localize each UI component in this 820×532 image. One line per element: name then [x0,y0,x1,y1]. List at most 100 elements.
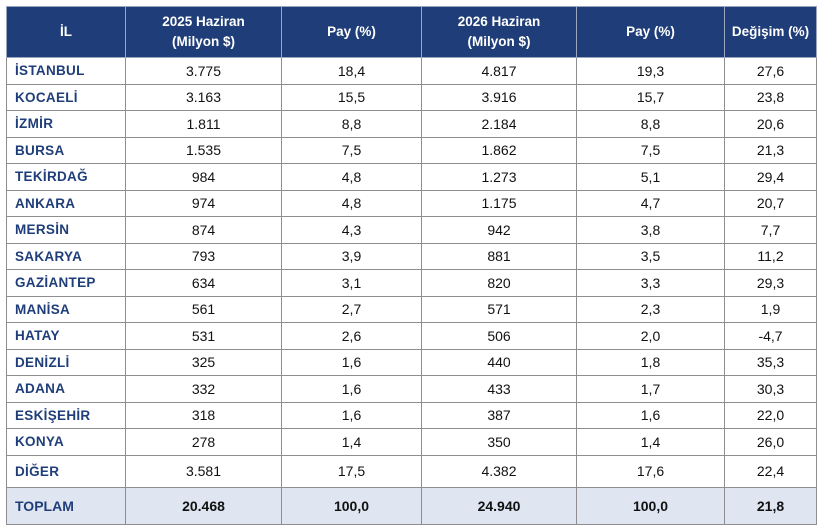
share-2025-cell: 15,5 [281,83,422,111]
province-cell: KOCAELİ [6,83,126,111]
province-cell: SAKARYA [6,242,126,270]
value-2026-cell: 4.817 [421,57,577,85]
province-cell: GAZİANTEP [6,269,126,297]
total-2025-value-cell: 20.468 [125,486,282,525]
table-body: İSTANBUL 3.775 18,4 4.817 19,3 27,6 KOCA… [6,57,817,488]
value-2026-cell: 942 [421,216,577,244]
province-cell: ADANA [6,375,126,403]
table-row: MERSİN 874 4,3 942 3,8 7,7 [6,216,817,244]
table-row: ANKARA 974 4,8 1.175 4,7 20,7 [6,189,817,217]
change-cell: 20,6 [724,110,817,138]
share-2026-cell: 5,1 [576,163,725,191]
province-cell: ESKİŞEHİR [6,401,126,429]
share-2025-cell: 3,1 [281,269,422,297]
header-province: İL [6,6,126,58]
share-2025-cell: 1,6 [281,375,422,403]
share-2025-cell: 4,3 [281,216,422,244]
header-2026-value: 2026 Haziran (Milyon $) [421,6,577,58]
header-row: İL 2025 Haziran (Milyon $) Pay (%) 2026 … [6,6,817,58]
header-2026-line1: 2026 Haziran [457,14,541,29]
share-2026-cell: 1,4 [576,428,725,456]
change-cell: 1,9 [724,295,817,323]
value-2025-cell: 332 [125,375,282,403]
value-2026-cell: 881 [421,242,577,270]
value-2026-cell: 1.862 [421,136,577,164]
header-2025-line2: (Milyon $) [172,34,235,49]
value-2026-cell: 506 [421,322,577,350]
share-2025-cell: 1,6 [281,401,422,429]
change-cell: -4,7 [724,322,817,350]
share-2025-cell: 8,8 [281,110,422,138]
province-cell: HATAY [6,322,126,350]
total-2026-value-cell: 24.940 [421,486,577,525]
share-2026-cell: 15,7 [576,83,725,111]
province-cell: İSTANBUL [6,57,126,85]
value-2026-cell: 433 [421,375,577,403]
share-2026-cell: 3,5 [576,242,725,270]
share-2026-cell: 1,7 [576,375,725,403]
value-2026-cell: 387 [421,401,577,429]
total-2026-share-cell: 100,0 [576,486,725,525]
table-footer: TOPLAM 20.468 100,0 24.940 100,0 21,8 [6,486,817,525]
table-row: GAZİANTEP 634 3,1 820 3,3 29,3 [6,269,817,297]
change-cell: 35,3 [724,348,817,376]
province-cell: İZMİR [6,110,126,138]
header-2025-value: 2025 Haziran (Milyon $) [125,6,282,58]
share-2026-cell: 3,3 [576,269,725,297]
value-2026-cell: 3.916 [421,83,577,111]
province-export-table: İL 2025 Haziran (Milyon $) Pay (%) 2026 … [6,6,817,525]
value-2026-cell: 1.273 [421,163,577,191]
change-cell: 21,3 [724,136,817,164]
table-row: ADANA 332 1,6 433 1,7 30,3 [6,375,817,403]
share-2025-cell: 2,6 [281,322,422,350]
share-2026-cell: 3,8 [576,216,725,244]
change-cell: 23,8 [724,83,817,111]
total-label-cell: TOPLAM [6,486,126,525]
value-2025-cell: 531 [125,322,282,350]
share-2025-cell: 3,9 [281,242,422,270]
province-cell: MANİSA [6,295,126,323]
table-row: KONYA 278 1,4 350 1,4 26,0 [6,428,817,456]
change-cell: 22,0 [724,401,817,429]
value-2025-cell: 1.535 [125,136,282,164]
value-2026-cell: 350 [421,428,577,456]
value-2026-cell: 571 [421,295,577,323]
change-cell: 11,2 [724,242,817,270]
table-row: İSTANBUL 3.775 18,4 4.817 19,3 27,6 [6,57,817,85]
share-2026-cell: 19,3 [576,57,725,85]
total-change-cell: 21,8 [724,486,817,525]
value-2026-cell: 820 [421,269,577,297]
value-2025-cell: 3.581 [125,454,282,488]
value-2025-cell: 793 [125,242,282,270]
province-cell: TEKİRDAĞ [6,163,126,191]
change-cell: 29,3 [724,269,817,297]
table-row: BURSA 1.535 7,5 1.862 7,5 21,3 [6,136,817,164]
change-cell: 22,4 [724,454,817,488]
table-row-other: DİĞER 3.581 17,5 4.382 17,6 22,4 [6,454,817,488]
value-2025-cell: 874 [125,216,282,244]
province-cell: BURSA [6,136,126,164]
table-row: MANİSA 561 2,7 571 2,3 1,9 [6,295,817,323]
share-2025-cell: 7,5 [281,136,422,164]
share-2025-cell: 18,4 [281,57,422,85]
table-header: İL 2025 Haziran (Milyon $) Pay (%) 2026 … [6,6,817,58]
value-2025-cell: 278 [125,428,282,456]
value-2026-cell: 440 [421,348,577,376]
province-cell: DİĞER [6,454,126,488]
share-2025-cell: 1,6 [281,348,422,376]
change-cell: 20,7 [724,189,817,217]
value-2025-cell: 984 [125,163,282,191]
change-cell: 7,7 [724,216,817,244]
value-2025-cell: 561 [125,295,282,323]
share-2025-cell: 4,8 [281,189,422,217]
change-cell: 26,0 [724,428,817,456]
header-2025-share: Pay (%) [281,6,422,58]
change-cell: 27,6 [724,57,817,85]
change-cell: 29,4 [724,163,817,191]
value-2026-cell: 1.175 [421,189,577,217]
change-cell: 30,3 [724,375,817,403]
value-2025-cell: 318 [125,401,282,429]
value-2026-cell: 2.184 [421,110,577,138]
table-row: HATAY 531 2,6 506 2,0 -4,7 [6,322,817,350]
share-2025-cell: 1,4 [281,428,422,456]
